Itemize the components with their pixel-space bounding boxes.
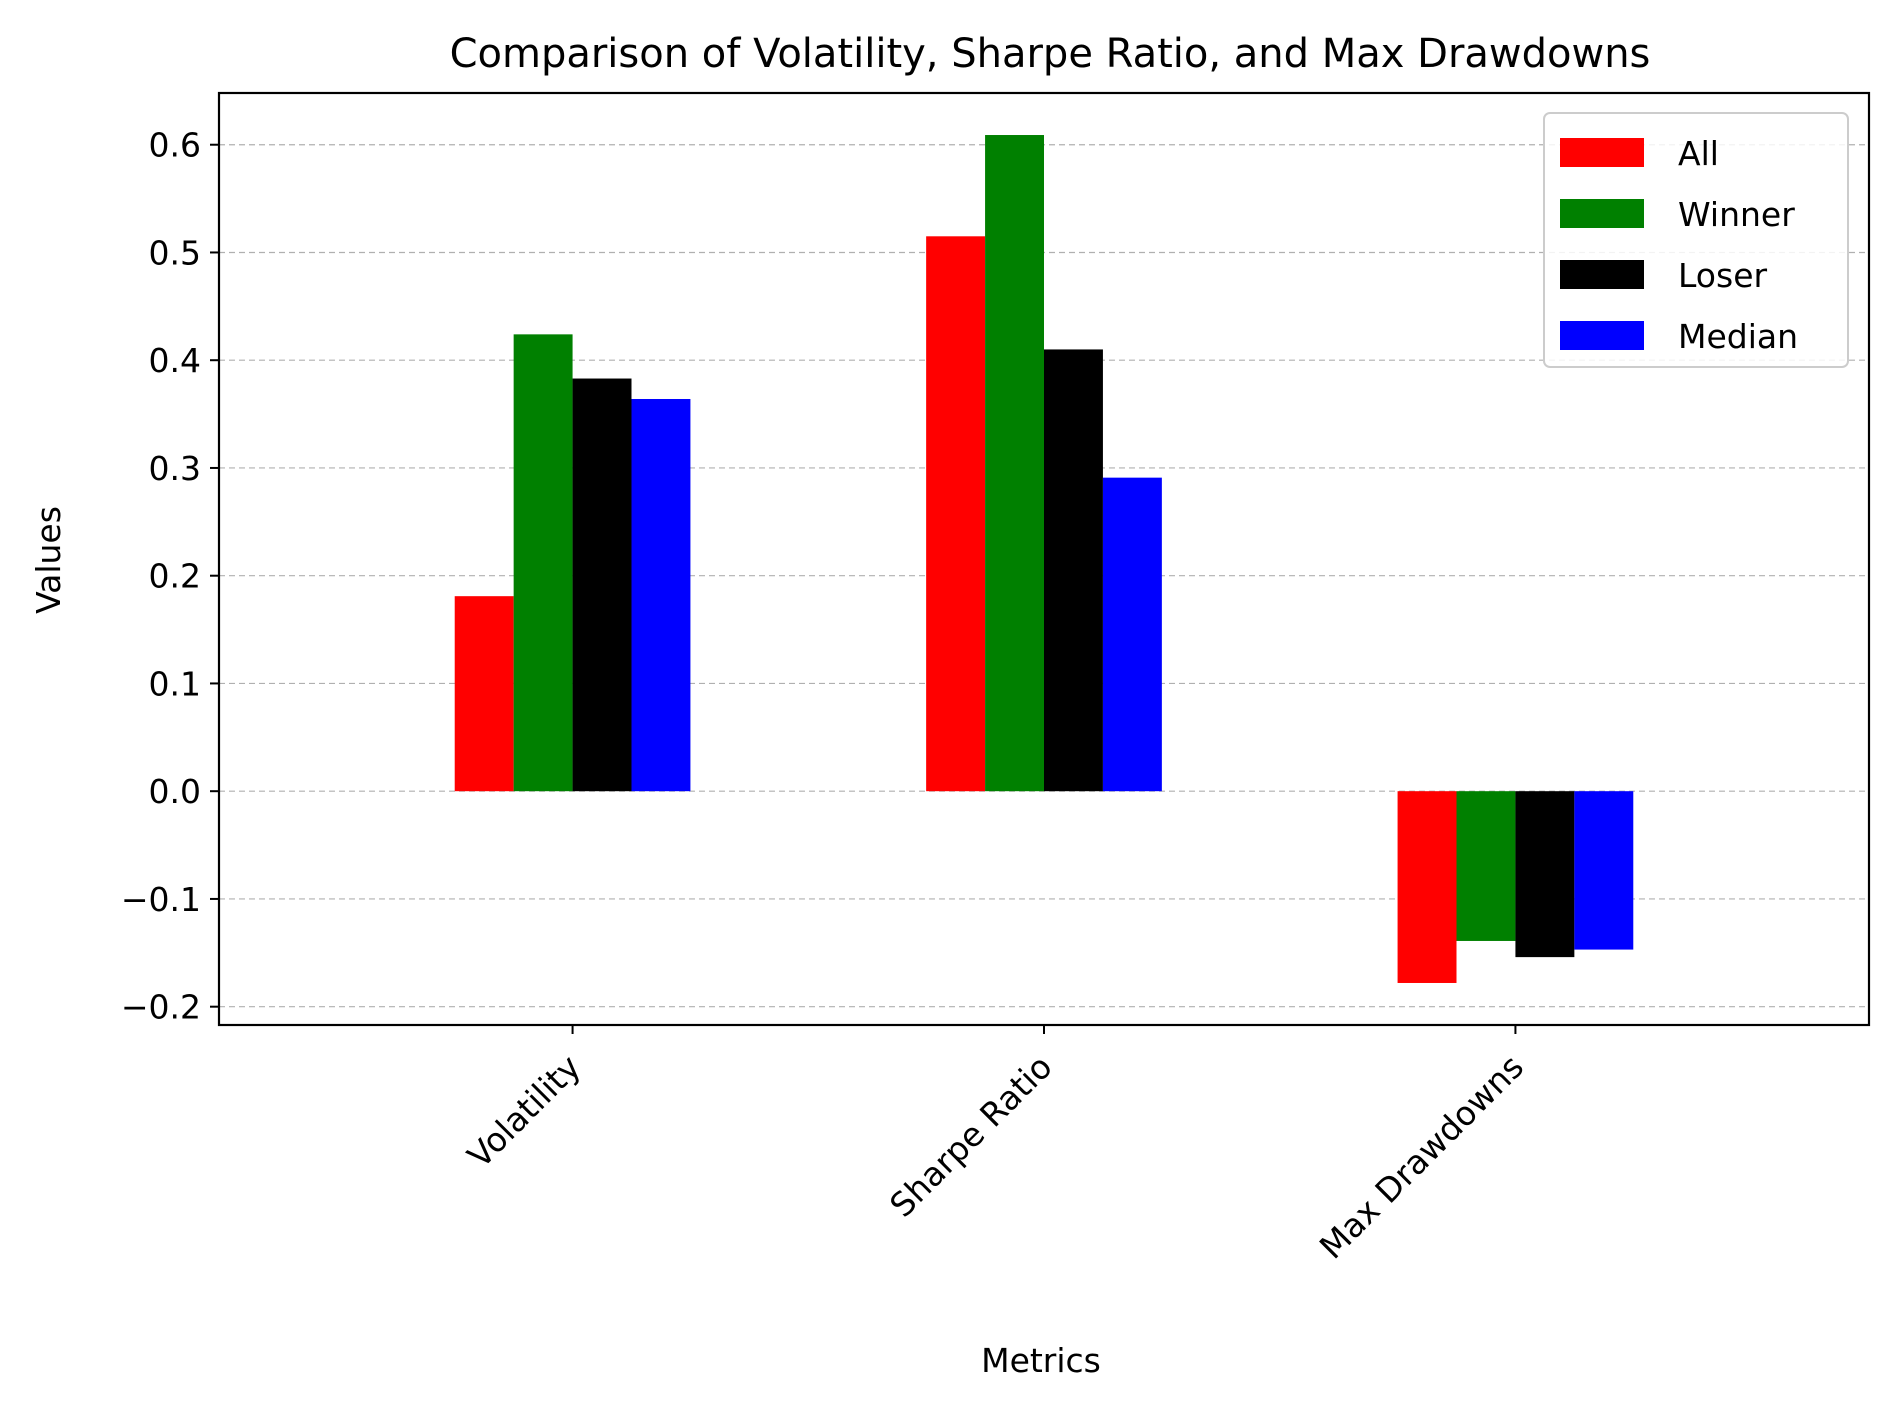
legend-label-median: Median: [1678, 317, 1798, 356]
x-axis-ticks: Volatility Sharpe Ratio Max Drawdowns: [460, 1025, 1531, 1266]
legend-label-loser: Loser: [1678, 256, 1767, 295]
x-tick-label: Volatility: [460, 1047, 588, 1175]
bar-median-sharpe-ratio: [1102, 477, 1162, 792]
y-tick-label: 0.4: [149, 341, 201, 380]
bar-all-sharpe-ratio: [926, 236, 986, 792]
bar-loser-max-drawdowns: [1515, 791, 1575, 958]
y-axis-ticks: −0.2 −0.1 0.0 0.1 0.2 0.3 0.4 0.5 0.6: [121, 126, 219, 1027]
bar-all-max-drawdowns: [1397, 791, 1457, 983]
y-tick-label: 0.0: [149, 772, 201, 811]
bar-loser-volatility: [572, 378, 632, 792]
bar-winner-max-drawdowns: [1456, 791, 1516, 941]
legend-swatch-loser: [1560, 260, 1644, 289]
bar-winner-sharpe-ratio: [985, 135, 1044, 792]
legend-swatch-all: [1560, 138, 1644, 167]
x-axis-label: Metrics: [981, 1341, 1101, 1380]
y-tick-label: 0.6: [149, 126, 201, 165]
bar-median-max-drawdowns: [1574, 791, 1634, 950]
chart-title: Comparison of Volatility, Sharpe Ratio, …: [450, 31, 1651, 77]
bar-median-volatility: [631, 398, 691, 792]
y-axis-label: Values: [29, 506, 68, 614]
legend: All Winner Loser Median: [1543, 112, 1849, 368]
legend-label-all: All: [1678, 134, 1719, 173]
legend-swatch-median: [1560, 321, 1644, 350]
legend-label-winner: Winner: [1678, 195, 1795, 234]
x-tick-label: Max Drawdowns: [1312, 1047, 1531, 1266]
legend-box: [1543, 112, 1849, 368]
bar-winner-volatility: [513, 334, 573, 792]
y-tick-label: 0.2: [149, 557, 201, 596]
x-tick-label: Sharpe Ratio: [882, 1047, 1060, 1225]
y-tick-label: 0.3: [149, 449, 201, 488]
y-tick-label: −0.2: [121, 988, 201, 1027]
y-tick-label: 0.5: [149, 233, 201, 272]
y-tick-label: 0.1: [149, 664, 201, 703]
bar-all-volatility: [454, 596, 514, 792]
legend-swatch-winner: [1560, 199, 1644, 228]
bars: [454, 135, 1634, 983]
bar-loser-sharpe-ratio: [1044, 349, 1103, 792]
y-tick-label: −0.1: [121, 880, 201, 919]
